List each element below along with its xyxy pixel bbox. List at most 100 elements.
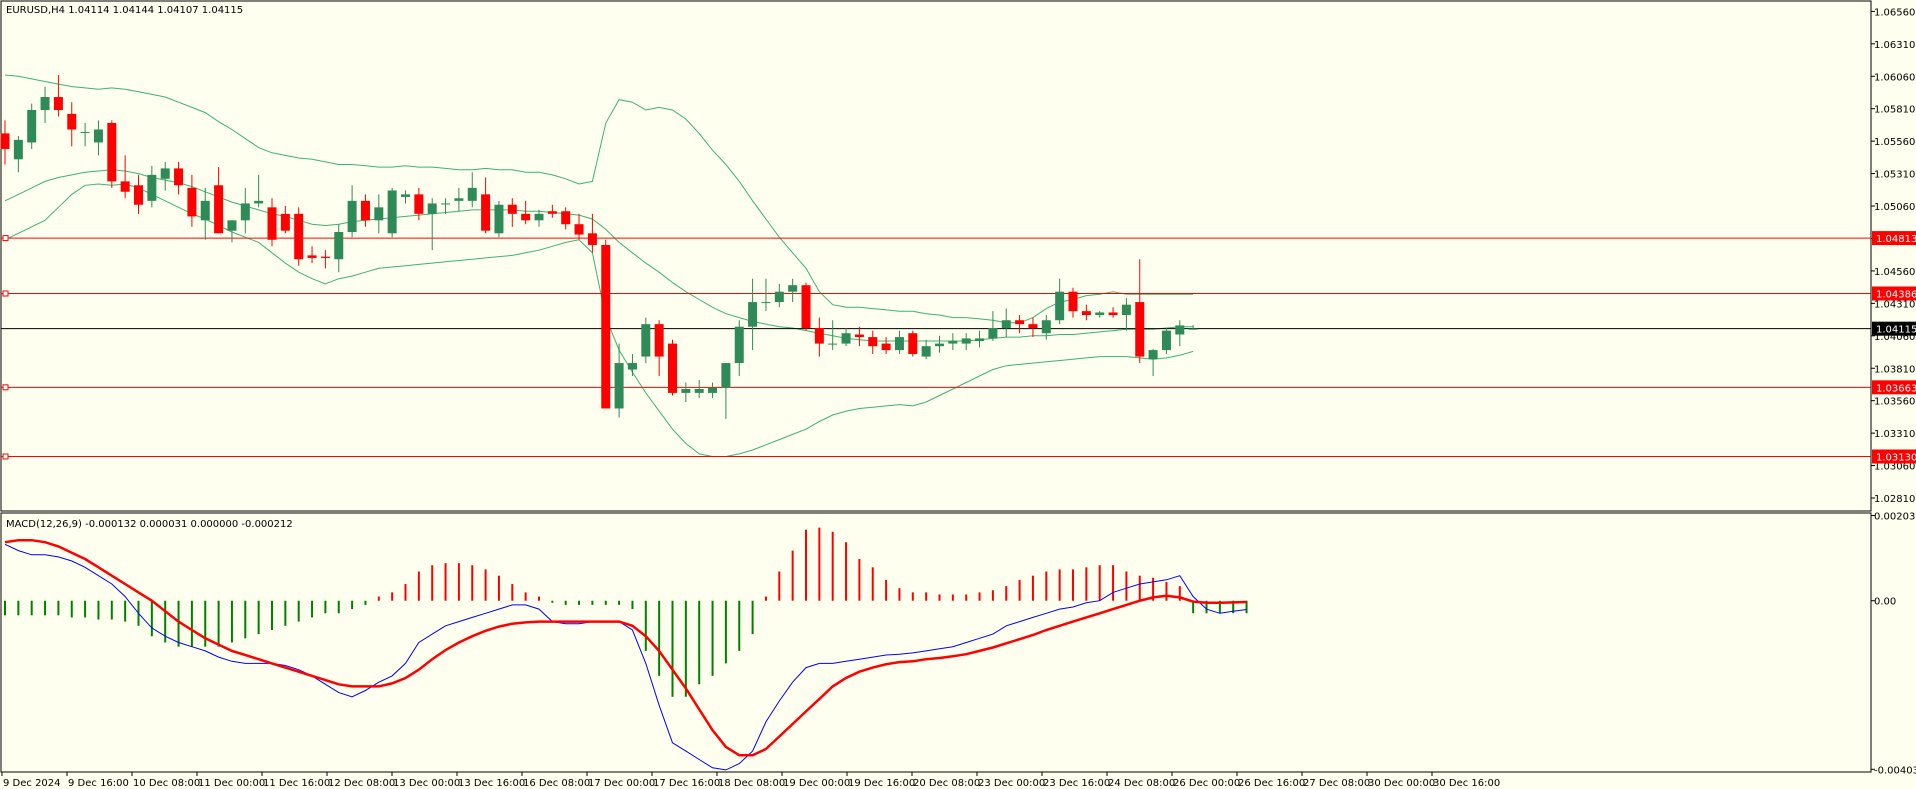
bear-candle xyxy=(360,194,370,227)
bear-candle xyxy=(414,187,424,221)
price-label-text: 1.04813 xyxy=(1876,234,1916,245)
bull-candle xyxy=(975,330,985,348)
time-tick-label: 12 Dec 08:00 xyxy=(328,778,395,789)
candle-body xyxy=(1041,320,1051,334)
bear-candle xyxy=(587,213,597,253)
candle-body xyxy=(27,110,37,143)
candle-body xyxy=(227,220,237,231)
candle-body xyxy=(1081,311,1091,316)
time-tick-label: 18 Dec 08:00 xyxy=(718,778,785,789)
bull-candle xyxy=(627,353,637,377)
bear-candle xyxy=(908,330,918,357)
bull-candle xyxy=(27,103,37,149)
price-tick-label: 1.03810 xyxy=(1874,364,1915,375)
price-pane[interactable]: EURUSD,H4 1.04114 1.04144 1.04107 1.0411… xyxy=(0,0,1872,512)
bear-candle xyxy=(1135,259,1145,364)
candle-body xyxy=(948,341,958,344)
macd-axis[interactable]: 0.002039 0.00 -0.004035 xyxy=(1871,512,1916,777)
bull-candle xyxy=(374,194,384,234)
time-tick-label: 9 Dec 2024 xyxy=(3,778,61,789)
bull-candle xyxy=(80,122,90,147)
price-label-box xyxy=(1872,321,1916,336)
bull-candle xyxy=(614,343,624,418)
price-tick-label: 1.03560 xyxy=(1874,397,1915,408)
bear-candle xyxy=(521,200,531,225)
level-line-handle xyxy=(2,290,9,297)
candle-body xyxy=(360,200,370,221)
bear-candle xyxy=(1108,307,1118,318)
bull-candle xyxy=(13,135,23,173)
macd-main-line xyxy=(4,543,1247,771)
bear-candle xyxy=(1028,317,1038,338)
price-label-text: 1.03663 xyxy=(1876,383,1916,394)
candle-body xyxy=(107,122,117,182)
candle-body xyxy=(935,343,944,347)
candle-body xyxy=(694,389,704,393)
macd-tick-label: 0.002039 xyxy=(1874,512,1916,523)
candle-body xyxy=(427,203,437,214)
candle-body xyxy=(147,174,157,201)
price-tick-label: 1.05560 xyxy=(1874,137,1915,148)
candle-body xyxy=(774,291,784,303)
bull-candle xyxy=(1041,315,1051,340)
macd-pane[interactable]: MACD(12,26,9) -0.000132 0.000031 0.00000… xyxy=(0,512,1872,773)
candle-body xyxy=(307,255,317,258)
time-tick-label: 27 Dec 08:00 xyxy=(1303,778,1370,789)
bull-candle xyxy=(160,161,170,191)
candle-body xyxy=(734,326,744,364)
bollinger-upper-band xyxy=(4,74,1194,324)
candle-body xyxy=(614,363,624,409)
bull-candle xyxy=(347,185,357,238)
bear-candle xyxy=(1081,304,1091,321)
candle-body xyxy=(254,200,264,204)
symbol-header: EURUSD,H4 1.04114 1.04144 1.04107 1.0411… xyxy=(6,5,243,16)
bear-candle xyxy=(868,330,878,354)
bull-candle xyxy=(774,283,784,308)
price-label-box xyxy=(1872,286,1916,301)
bear-candle xyxy=(1068,287,1078,318)
candle-body xyxy=(294,213,304,260)
candle-body xyxy=(187,187,197,217)
candle-body xyxy=(587,233,597,245)
candle-body xyxy=(561,211,571,225)
price-axis[interactable]: 1.06560 1.06310 1.06060 1.05810 1.05560 1.053… xyxy=(1871,7,1916,505)
candle-body xyxy=(988,328,998,339)
candle-body xyxy=(908,333,918,354)
price-tick-label: 1.06060 xyxy=(1874,72,1915,83)
time-tick-label: 17 Dec 16:00 xyxy=(653,778,720,789)
bear-candle xyxy=(561,207,571,230)
bear-candle xyxy=(601,239,611,409)
candle-body xyxy=(654,324,664,357)
candle-body xyxy=(374,207,384,221)
bear-candle xyxy=(801,282,811,331)
time-tick-label: 13 Dec 16:00 xyxy=(458,778,525,789)
time-tick-label: 11 Dec 00:00 xyxy=(198,778,265,789)
bull-candle xyxy=(93,120,103,156)
bull-candle xyxy=(454,187,464,212)
candle-body xyxy=(601,244,611,409)
price-tick-label: 1.04560 xyxy=(1874,267,1915,278)
price-label-box xyxy=(1872,380,1916,395)
candle-body xyxy=(1001,320,1011,329)
level-line-handle xyxy=(2,235,9,242)
candle-body xyxy=(668,343,677,393)
time-tick-label: 19 Dec 16:00 xyxy=(848,778,915,789)
bull-candle xyxy=(467,172,477,208)
candle-body xyxy=(788,285,798,292)
time-tick-label: 23 Dec 16:00 xyxy=(1043,778,1110,789)
bull-candle xyxy=(748,278,758,351)
bull-candle xyxy=(788,278,798,303)
bull-candle xyxy=(200,187,210,240)
candle-body xyxy=(1161,330,1171,351)
bear-candle xyxy=(507,198,517,227)
candle-body xyxy=(441,203,451,205)
price-tick-label: 1.05810 xyxy=(1874,105,1915,116)
bull-candle xyxy=(828,320,838,351)
time-tick-label: 23 Dec 00:00 xyxy=(978,778,1045,789)
bull-candle xyxy=(441,198,451,214)
bull-candle xyxy=(988,311,998,341)
bull-candle xyxy=(641,317,651,364)
